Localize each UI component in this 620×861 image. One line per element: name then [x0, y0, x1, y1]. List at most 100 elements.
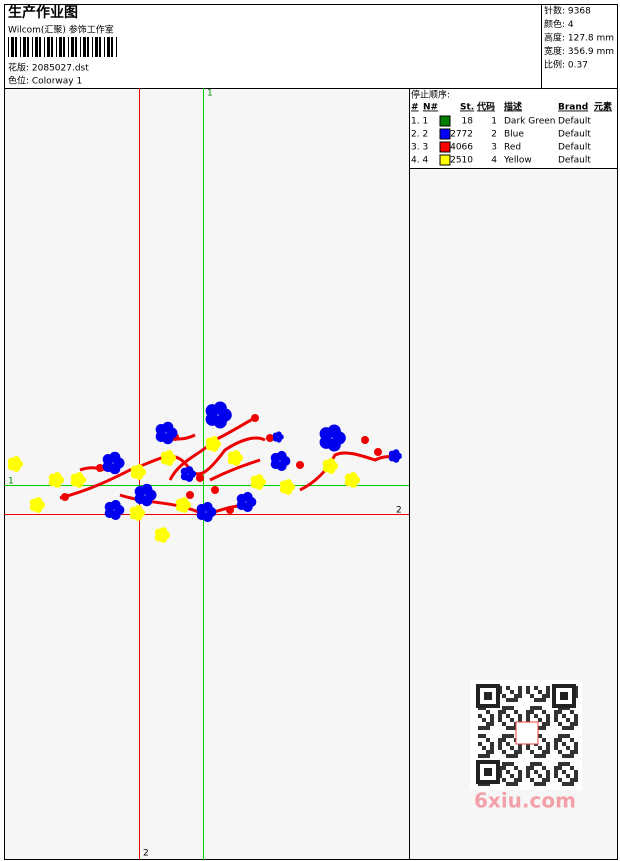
- qr-cell: [570, 750, 574, 754]
- qr-cell: [490, 750, 494, 754]
- yellow-flower: [210, 436, 219, 444]
- description: Dark Green: [504, 117, 555, 127]
- bar: [95, 37, 98, 57]
- qr-cell: [510, 734, 514, 738]
- qr-cell: [502, 706, 506, 710]
- stitches: 2510: [450, 156, 473, 166]
- qr-cell: [502, 694, 506, 698]
- qr-cell: [498, 718, 502, 722]
- bar: [27, 37, 29, 57]
- yellow-flower: [53, 472, 62, 480]
- stitches: 18: [462, 117, 474, 127]
- qr-cell: [570, 738, 574, 742]
- qr-cell: [554, 766, 558, 770]
- qr-cell: [566, 762, 570, 766]
- qr-cell: [538, 734, 542, 738]
- qr-cell: [502, 762, 506, 766]
- qr-cell: [518, 718, 522, 722]
- qr-cell: [514, 754, 518, 758]
- colorway: 色位: Colorway 1: [8, 75, 82, 87]
- qr-cell: [546, 722, 550, 726]
- qr-cell: [546, 694, 550, 698]
- bar: [63, 37, 65, 57]
- qr-cell: [526, 766, 530, 770]
- column-header: 代码: [476, 101, 495, 113]
- qr-cell: [546, 774, 550, 778]
- page-border: [4, 4, 618, 860]
- qr-cell: [482, 754, 486, 758]
- qr-cell: [526, 690, 530, 694]
- qr-cell: [506, 754, 510, 758]
- qr-cell: [558, 778, 562, 782]
- stat: 高度: 127.8 mm: [544, 32, 614, 44]
- yellow-flower: [232, 450, 241, 458]
- qr-cell: [570, 782, 574, 786]
- qr-cell: [482, 726, 486, 730]
- design-file: 花版: 2085027.dst: [8, 62, 89, 74]
- qr-cell: [562, 762, 566, 766]
- stat: 比例: 0.37: [544, 59, 588, 71]
- seq: 3. 3: [411, 143, 428, 153]
- qr-finder: [484, 692, 492, 700]
- qr-cell: [502, 710, 506, 714]
- qr-cell: [554, 710, 558, 714]
- yellow-flower: [180, 497, 189, 505]
- flower: [276, 431, 282, 437]
- qr-cell: [498, 746, 502, 750]
- qr-cell: [506, 770, 510, 774]
- stop-sequence-title: 停止顺序:: [411, 89, 450, 101]
- qr-cell: [486, 710, 490, 714]
- watermark: 6xiu.com: [474, 789, 576, 813]
- qr-cell: [506, 726, 510, 730]
- qr-cell: [502, 766, 506, 770]
- qr-cell: [502, 722, 506, 726]
- qr-cell: [478, 742, 482, 746]
- qr-cell: [514, 698, 518, 702]
- qr-cell: [482, 734, 486, 738]
- qr-cell: [502, 778, 506, 782]
- qr-cell: [534, 782, 538, 786]
- qr-cell: [490, 742, 494, 746]
- yellow-flower: [135, 464, 144, 472]
- bar: [15, 37, 17, 57]
- bar: [20, 37, 21, 57]
- qr-cell: [518, 750, 522, 754]
- qr-cell: [542, 738, 546, 742]
- marker-label: 2: [143, 849, 149, 859]
- qr-cell: [538, 774, 542, 778]
- column-header: Brand: [558, 103, 588, 113]
- qr-cell: [558, 734, 562, 738]
- flower: [109, 451, 121, 463]
- qr-cell: [534, 698, 538, 702]
- qr-cell: [538, 726, 542, 730]
- qr-cell: [510, 754, 514, 758]
- qr-cell: [518, 686, 522, 690]
- qr-cell: [566, 734, 570, 738]
- yellow-flower: [165, 450, 174, 458]
- qr-cell: [506, 734, 510, 738]
- qr-cell: [514, 694, 518, 698]
- qr-cell: [518, 694, 522, 698]
- brand: Default: [558, 156, 591, 166]
- qr-cell: [490, 722, 494, 726]
- bar: [23, 37, 26, 57]
- qr-cell: [546, 742, 550, 746]
- yellow-flower: [349, 472, 358, 480]
- qr-cell: [502, 738, 506, 742]
- qr-cell: [530, 766, 534, 770]
- qr-cell: [546, 770, 550, 774]
- qr-cell: [574, 750, 578, 754]
- qr-finder: [560, 692, 568, 700]
- column-header: #: [411, 103, 419, 113]
- qr-cell: [558, 766, 562, 770]
- title: 生产作业图: [8, 4, 78, 21]
- qr-cell: [506, 742, 510, 746]
- qr-cell: [514, 710, 518, 714]
- bud: [226, 506, 234, 514]
- qr-cell: [482, 718, 486, 722]
- bud: [186, 491, 194, 499]
- qr-cell: [554, 714, 558, 718]
- qr-cell: [546, 714, 550, 718]
- qr-cell: [506, 714, 510, 718]
